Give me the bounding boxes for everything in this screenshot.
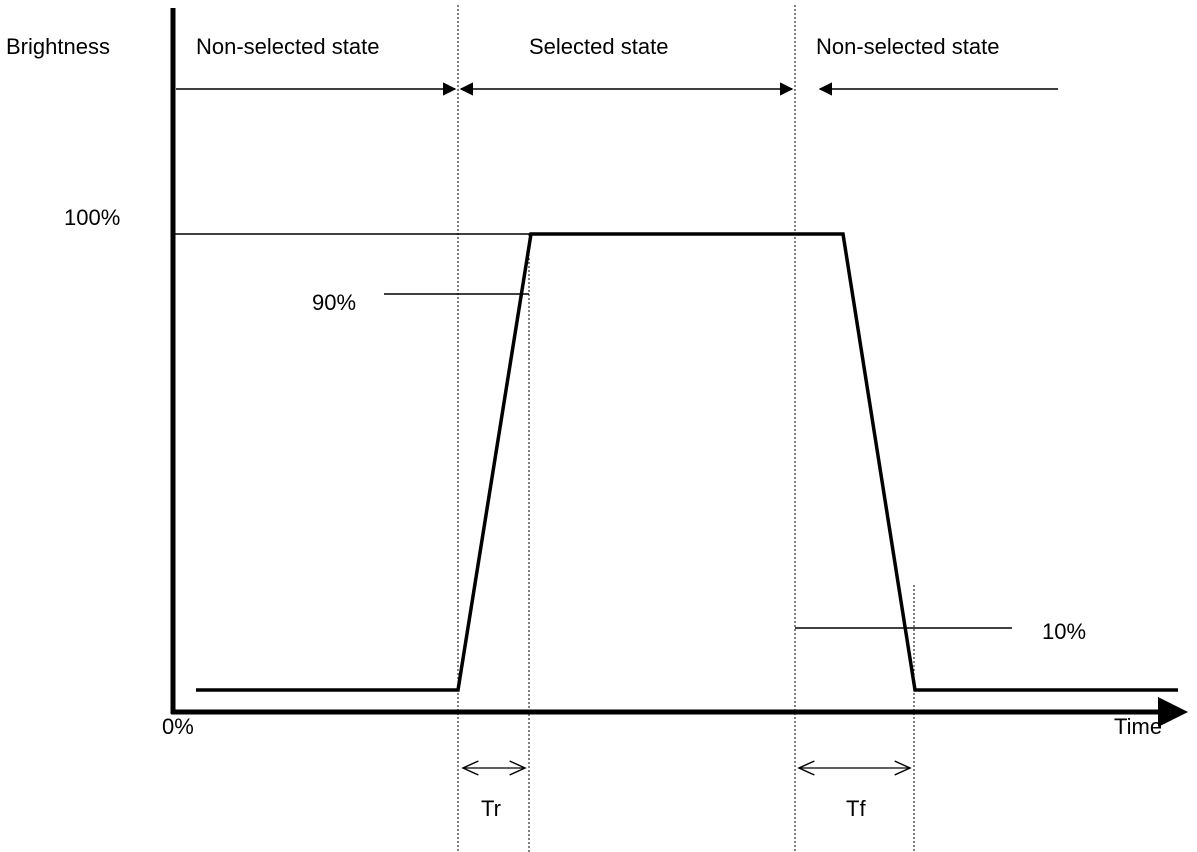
x-axis-label: Time: [1114, 714, 1162, 739]
state-label-right: Non-selected state: [816, 34, 999, 59]
state-label-left: Non-selected state: [196, 34, 379, 59]
origin-label: 0%: [162, 714, 194, 739]
state-label-middle: Selected state: [529, 34, 668, 59]
brightness-waveform: [196, 232, 1178, 692]
level-100-label: 100%: [64, 205, 120, 230]
fall-time-label: Tf: [846, 796, 866, 821]
level-10-label: 10%: [1042, 619, 1086, 644]
rise-time-label: Tr: [481, 796, 501, 821]
y-axis-label: Brightness: [6, 34, 110, 59]
level-90-label: 90%: [312, 290, 356, 315]
